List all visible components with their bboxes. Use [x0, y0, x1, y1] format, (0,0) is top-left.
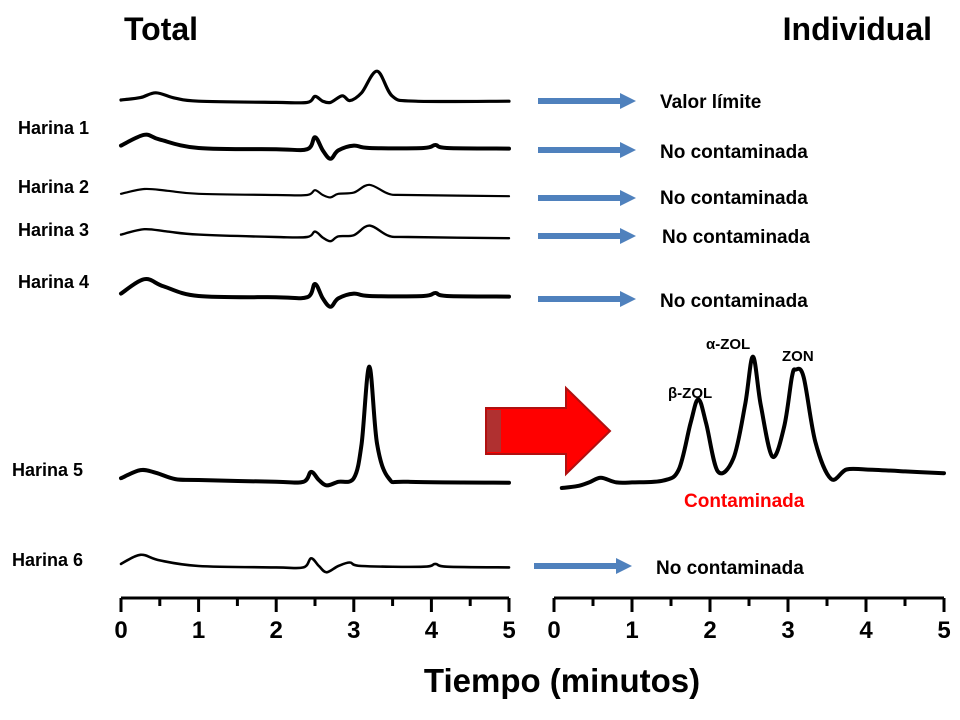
left-panel-title: Total [124, 11, 198, 47]
sample-labels: Harina 1 Harina 2 Harina 3 Harina 4 Hari… [12, 118, 89, 570]
x-axis-individual: 0 1 2 3 4 5 [547, 596, 951, 644]
result-harina-5: Contaminada [684, 491, 805, 512]
contaminated-arrow [485, 385, 612, 477]
result-arrow-valor-limite [538, 93, 636, 109]
tick-label-individual: 3 [781, 617, 794, 644]
tick-label-individual: 5 [937, 617, 950, 644]
x-axis-label: Tiempo (minutos) [424, 662, 700, 699]
trace-total-harina-5 [119, 364, 511, 488]
tick-label-total: 2 [270, 617, 283, 644]
peak-label-beta-zol: β-ZOL [668, 385, 712, 402]
result-arrow-harina-1 [538, 142, 636, 158]
trace-total-harina-4 [119, 277, 511, 309]
result-arrow-harina-6 [534, 558, 632, 574]
trace-individual-harina-5 [559, 354, 946, 490]
result-arrow-harina-3 [538, 228, 636, 244]
sample-label-harina-3: Harina 3 [18, 220, 89, 240]
result-harina-4: No contaminada [660, 291, 808, 312]
sample-label-harina-6: Harina 6 [12, 550, 83, 570]
trace-total-harina-2 [119, 183, 511, 199]
tick-label-total: 3 [347, 617, 360, 644]
tick-label-total: 0 [114, 617, 127, 644]
individual-traces [559, 354, 946, 490]
tick-label-total: 4 [425, 617, 439, 644]
tick-label-individual: 4 [859, 617, 873, 644]
result-arrow-harina-4 [538, 291, 636, 307]
right-panel-title: Individual [783, 11, 932, 47]
trace-total-valor-limite [119, 69, 511, 105]
trace-total-harina-3 [119, 224, 511, 243]
peak-label-alpha-zol: α-ZOL [706, 336, 750, 353]
result-texts: Valor límite No contaminada No contamina… [656, 92, 810, 579]
tick-label-total: 1 [192, 617, 205, 644]
total-traces [119, 69, 511, 574]
sample-label-harina-4: Harina 4 [18, 272, 89, 292]
result-harina-2: No contaminada [660, 188, 808, 209]
sample-label-harina-1: Harina 1 [18, 118, 89, 138]
result-harina-6: No contaminada [656, 558, 804, 579]
tick-label-individual: 0 [547, 617, 560, 644]
result-harina-1: No contaminada [660, 142, 808, 163]
peak-label-zon: ZON [782, 348, 814, 365]
sample-label-harina-2: Harina 2 [18, 177, 89, 197]
x-axis-total: 0 1 2 3 4 5 [114, 596, 516, 644]
result-arrow-harina-2 [538, 190, 636, 206]
tick-label-individual: 1 [625, 617, 638, 644]
tick-label-individual: 2 [703, 617, 716, 644]
tick-label-total: 5 [502, 617, 515, 644]
result-arrows [534, 93, 636, 574]
result-valor-limite: Valor límite [660, 92, 761, 113]
trace-total-harina-1 [119, 132, 511, 161]
result-harina-3: No contaminada [662, 227, 810, 248]
trace-total-harina-6 [119, 553, 511, 574]
sample-label-harina-5: Harina 5 [12, 460, 83, 480]
